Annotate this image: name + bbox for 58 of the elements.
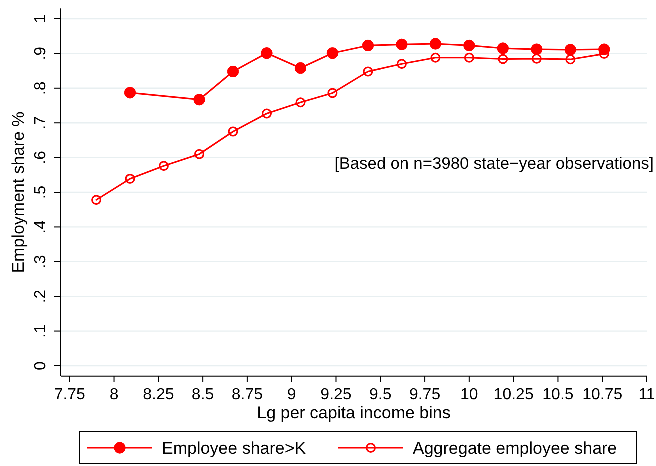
y-tick-label: .8 [32, 82, 50, 96]
point [430, 38, 442, 50]
point [564, 44, 576, 56]
legend-label: Employee share>K [162, 438, 307, 458]
y-tick-label: 1 [32, 14, 50, 24]
point [262, 108, 272, 119]
point [362, 40, 374, 52]
x-tick-label: 10.5 [542, 386, 574, 404]
x-tick-label: 10.25 [494, 386, 534, 404]
point [464, 40, 476, 52]
point [430, 52, 441, 63]
point [396, 38, 408, 51]
point [328, 88, 338, 98]
x-tick-label: 9 [287, 386, 296, 404]
point [326, 48, 339, 60]
point [125, 174, 136, 184]
point [294, 62, 307, 74]
y-tick-label: .5 [32, 186, 50, 200]
point [498, 54, 508, 64]
y-tick-label: .4 [32, 220, 50, 234]
y-tick-label: .3 [32, 255, 50, 269]
y-tick-label: .9 [32, 46, 50, 60]
point [261, 48, 273, 60]
x-tick-label: 8.75 [232, 386, 264, 404]
x-tick-label: 8.25 [143, 386, 174, 404]
y-tick-label: .1 [32, 324, 50, 338]
x-tick-label: 7.75 [54, 386, 86, 404]
point [124, 87, 136, 99]
x-tick-label: 10 [460, 386, 478, 404]
point [566, 54, 576, 65]
point [396, 59, 407, 70]
x-tick-label: 11 [638, 386, 656, 404]
point [532, 54, 542, 64]
y-axis-title: Employment share % [9, 112, 28, 274]
y-tick-label: .2 [32, 290, 50, 304]
point [464, 52, 474, 63]
x-axis-title: Lg per capita income bins [257, 404, 451, 422]
point [531, 44, 543, 56]
x-tick-label: 8.5 [192, 386, 214, 404]
y-tick-label: 0 [32, 361, 50, 370]
annotation: [Based on n=3980 state−year observations] [334, 155, 654, 173]
point [363, 66, 374, 77]
point [497, 42, 510, 54]
point [92, 195, 102, 206]
point [194, 149, 205, 160]
legend-label: Aggregate employee share [413, 438, 618, 458]
point [158, 161, 169, 172]
x-tick-label: 10.75 [582, 386, 623, 404]
x-tick-label: 9.25 [320, 386, 352, 404]
point [227, 66, 240, 78]
point [194, 94, 206, 106]
y-tick-label: .7 [32, 116, 50, 130]
x-tick-label: 8 [110, 386, 119, 404]
x-tick-label: 9.75 [409, 386, 441, 404]
y-tick-label: .6 [32, 151, 50, 164]
point [228, 126, 238, 137]
x-tick-label: 9.5 [370, 386, 392, 404]
point [296, 98, 306, 108]
